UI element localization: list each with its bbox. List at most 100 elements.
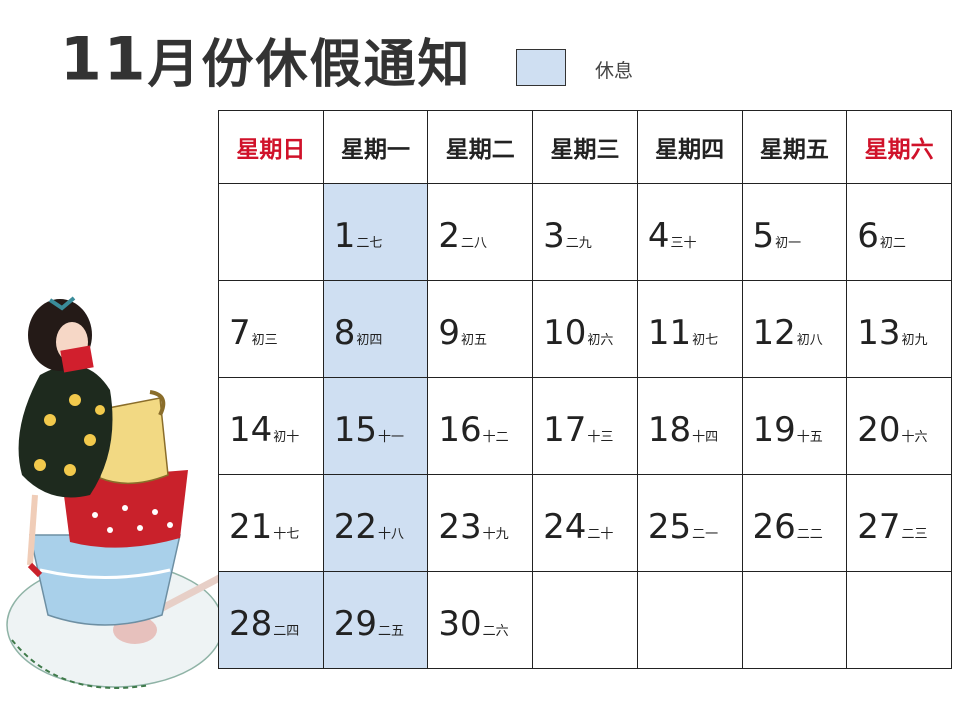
calendar-empty-cell [532,571,638,669]
day-number: 3 [543,216,565,256]
girl-teacup-illustration [6,296,229,689]
weekday-header: 星期五 [741,110,848,184]
lunar-date: 二七 [356,236,383,251]
day-number: 16 [438,410,482,450]
calendar-day-cell: 12初八 [741,280,848,378]
lunar-date: 初九 [901,333,928,348]
calendar-week-row: 21十七 22十八 23十九 24二十 25二一 26二二 27二三 [218,474,952,572]
day-number: 23 [438,507,482,547]
weekday-header: 星期三 [532,110,638,184]
day-number: 6 [857,216,879,256]
lunar-date: 初十 [273,430,300,445]
lunar-date: 二一 [692,527,719,542]
day-number: 19 [752,410,796,450]
day-number: 26 [752,507,796,547]
day-number: 12 [752,313,796,353]
lunar-date: 初五 [461,333,488,348]
calendar-body: 1二七 2二八 3二九 4三十 5初一 6初二 7初三 8初四 9初五 10初六 11初七 12初八 1… [218,183,952,669]
calendar-day-cell: 8初四 [322,280,429,378]
day-number: 20 [857,410,901,450]
calendar-day-cell: 4三十 [636,183,743,281]
day-number: 14 [229,410,273,450]
day-number: 4 [647,216,670,256]
calendar-day-cell: 22十八 [322,474,429,572]
lunar-date: 二十 [587,527,614,542]
lunar-date: 十九 [482,527,509,542]
weekday-header: 星期一 [322,110,429,184]
lunar-date: 二九 [565,236,592,251]
calendar-week-row: 28二四 29二五 30二六 [218,571,952,669]
weekday-header-row: 星期日 星期一 星期二 星期三 星期四 星期五 星期六 [218,110,952,184]
lunar-date: 十六 [901,430,928,445]
calendar-day-cell: 6初二 [846,183,952,281]
calendar-day-cell: 17十三 [532,377,638,475]
lunar-date: 初三 [251,333,278,348]
lunar-date: 初八 [796,333,823,348]
title-month-number: 11 [60,24,148,95]
day-number: 15 [333,410,377,450]
calendar-day-cell: 11初七 [636,280,743,378]
day-number: 10 [543,313,587,353]
day-number: 29 [333,604,377,644]
day-number: 18 [647,410,692,450]
lunar-date: 十四 [692,430,719,445]
lunar-date: 十三 [587,430,614,445]
lunar-date: 初四 [356,333,383,348]
calendar-table: 星期日 星期一 星期二 星期三 星期四 星期五 星期六 1二七 2二八 3二九 4三十 5初一 6初二… [218,110,952,669]
day-number: 2 [438,216,461,256]
weekday-header: 星期二 [427,110,534,184]
day-number: 8 [333,313,356,353]
day-number: 30 [438,604,482,644]
day-number: 28 [229,604,273,644]
lunar-date: 二三 [901,527,928,542]
weekday-header: 星期六 [846,110,952,184]
calendar-week-row: 1二七 2二八 3二九 4三十 5初一 6初二 [218,183,952,281]
lunar-date: 十二 [482,430,509,445]
calendar-day-cell: 23十九 [427,474,534,572]
calendar-day-cell: 25二一 [636,474,743,572]
calendar-day-cell: 14初十 [218,377,324,475]
calendar-day-cell: 19十五 [741,377,848,475]
lunar-date: 初六 [587,333,614,348]
calendar-day-cell: 30二六 [427,571,534,669]
calendar-day-cell: 28二四 [218,571,324,669]
day-number: 9 [438,313,461,353]
calendar-day-cell: 21十七 [218,474,324,572]
day-number: 21 [229,507,273,547]
calendar-empty-cell [846,571,952,669]
calendar-day-cell: 7初三 [218,280,324,378]
day-number: 25 [647,507,692,547]
weekday-header: 星期日 [218,110,324,184]
calendar-day-cell: 29二五 [322,571,429,669]
calendar-day-cell: 16十二 [427,377,534,475]
lunar-date: 初一 [775,236,802,251]
day-number: 7 [229,313,251,353]
day-number: 11 [647,313,692,353]
calendar-day-cell: 3二九 [532,183,638,281]
lunar-date: 二二 [796,527,823,542]
legend-rest-label: 休息 [595,60,634,82]
lunar-date: 十一 [377,430,404,445]
calendar-day-cell: 13初九 [846,280,952,378]
calendar-empty-cell [636,571,743,669]
day-number: 27 [857,507,901,547]
lunar-date: 二六 [482,624,509,639]
calendar-day-cell: 20十六 [846,377,952,475]
title-text: 月份休假通知 [147,35,472,95]
calendar-empty-cell [741,571,848,669]
calendar-week-row: 7初三 8初四 9初五 10初六 11初七 12初八 13初九 [218,280,952,378]
calendar-day-cell: 5初一 [741,183,848,281]
lunar-date: 二四 [273,624,300,639]
lunar-date: 十七 [273,527,300,542]
weekday-header: 星期四 [636,110,743,184]
lunar-date: 十八 [377,527,404,542]
calendar-day-cell: 27二三 [846,474,952,572]
lunar-date: 二五 [377,624,404,639]
calendar-day-cell: 9初五 [427,280,534,378]
lunar-date: 初七 [692,333,719,348]
calendar-empty-cell [218,183,324,281]
day-number: 13 [857,313,901,353]
calendar-day-cell: 2二八 [427,183,534,281]
calendar-day-cell: 10初六 [532,280,638,378]
calendar-day-cell: 15十一 [322,377,429,475]
